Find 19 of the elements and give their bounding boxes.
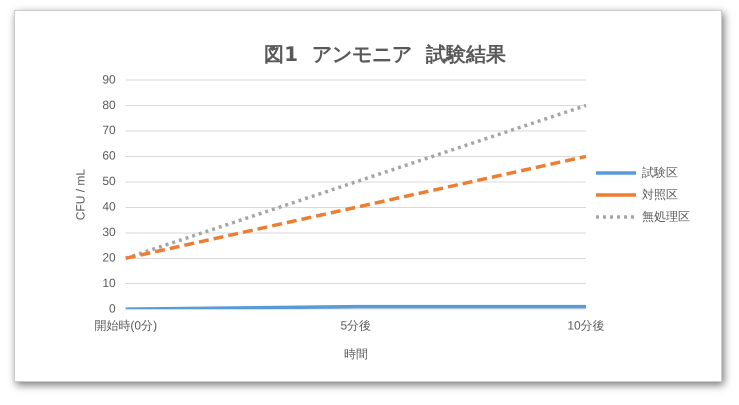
y-tick-label: 90 [102, 72, 116, 86]
x-tick-label: 5分後 [340, 318, 372, 333]
y-tick-label: 80 [102, 98, 116, 112]
x-tick-label: 10分後 [567, 318, 605, 333]
y-tick-label: 30 [102, 225, 116, 240]
y-tick-label: 60 [102, 148, 116, 163]
y-axis-title: CFU / mL [74, 168, 88, 220]
x-axis-title: 時間 [344, 347, 368, 362]
legend-label: 試験区 [642, 165, 678, 180]
y-tick-label: 20 [102, 250, 116, 265]
y-tick-label: 10 [102, 276, 116, 290]
y-tick-label: 0 [109, 302, 116, 316]
y-tick-label: 40 [102, 200, 116, 214]
chart-title: 図1 アンモニア 試験結果 [264, 42, 507, 66]
y-tick-label: 50 [102, 174, 116, 188]
y-tick-label: 70 [102, 123, 116, 138]
x-tick-label: 開始時(0分) [94, 318, 158, 333]
legend-label: 対照区 [642, 187, 678, 202]
legend-label: 無処理区 [642, 209, 690, 224]
